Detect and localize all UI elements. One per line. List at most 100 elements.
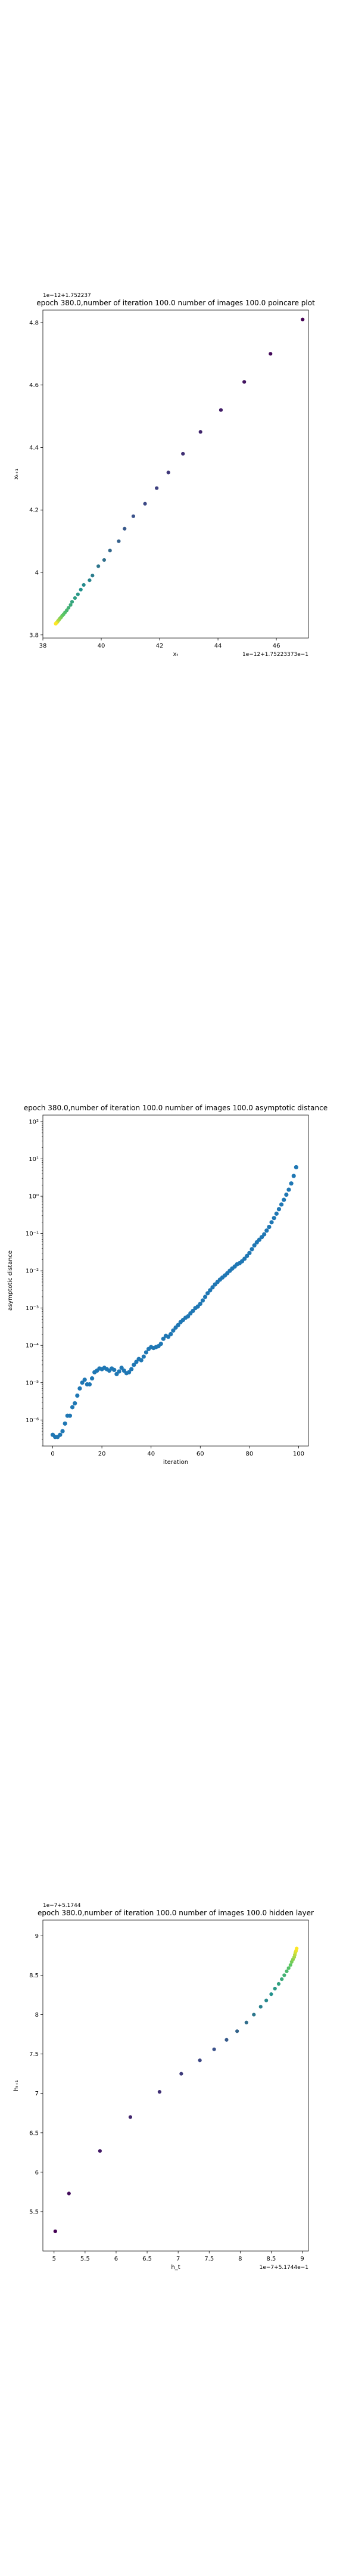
data-point — [141, 1354, 146, 1359]
data-point — [252, 2012, 256, 2017]
x-tick-label: 46 — [273, 643, 280, 649]
data-point — [247, 1250, 252, 1255]
y-tick-label: 9 — [35, 1933, 39, 1940]
data-point — [219, 408, 223, 412]
plot-frame — [42, 309, 309, 639]
data-point — [202, 1295, 208, 1299]
y-axis-label: xₜ₊₁ — [13, 469, 20, 479]
data-point — [119, 1366, 124, 1370]
data-point — [132, 1363, 136, 1367]
y-tick-label: 3.8 — [29, 632, 39, 639]
data-point — [58, 1432, 63, 1437]
data-point — [169, 1332, 173, 1336]
y-offset-text: 1e−7+5.1744 — [43, 1903, 81, 1909]
y-tick-label: 4 — [35, 570, 39, 577]
y-tick-label: 10⁻⁵ — [26, 1380, 39, 1386]
data-point — [200, 1298, 205, 1303]
data-point — [60, 1429, 65, 1433]
data-point — [53, 2229, 57, 2234]
data-point — [285, 1969, 289, 1973]
data-point — [54, 621, 58, 626]
data-point — [191, 1308, 195, 1314]
data-point — [244, 2020, 248, 2024]
data-point — [117, 1369, 121, 1374]
y-tick-label: 10⁰ — [29, 1194, 39, 1200]
data-point — [198, 1301, 202, 1306]
x-tick-label: 6 — [114, 2256, 118, 2262]
data-point — [274, 1211, 279, 1216]
data-point — [181, 451, 185, 456]
x-tick-label: 7.5 — [204, 2256, 214, 2262]
data-point — [252, 1243, 257, 1248]
data-point — [88, 578, 92, 583]
data-point — [123, 527, 127, 531]
data-point — [282, 1973, 286, 1977]
data-point — [131, 514, 136, 518]
data-point — [96, 564, 101, 568]
data-point — [76, 592, 80, 596]
data-point — [276, 1981, 281, 1986]
data-point — [301, 317, 305, 321]
data-point — [70, 600, 74, 604]
y-axis-label: hₜ₊₁ — [13, 2080, 20, 2091]
y-tick-label: 10⁻⁶ — [26, 1417, 39, 1424]
data-point — [276, 1207, 282, 1212]
chart-title: epoch 380.0,number of iteration 100.0 nu… — [36, 299, 315, 307]
data-point — [134, 1360, 139, 1364]
data-point — [259, 1235, 264, 1240]
data-point — [269, 352, 273, 356]
data-point — [279, 1202, 284, 1207]
data-point — [117, 539, 121, 543]
data-point — [264, 1998, 269, 2002]
data-point — [288, 1963, 292, 1967]
x-tick-label: 44 — [214, 643, 222, 649]
data-point — [63, 1421, 67, 1426]
y-tick-label: 4.2 — [29, 507, 39, 514]
data-point — [144, 1350, 149, 1355]
data-point — [73, 596, 77, 600]
data-point — [73, 1401, 77, 1405]
y-tick-label: 6.5 — [29, 2130, 39, 2137]
x-tick-label: 0 — [51, 1451, 54, 1457]
data-point — [291, 1174, 296, 1178]
data-point — [143, 501, 147, 506]
data-point — [108, 549, 112, 553]
data-point — [157, 2089, 162, 2094]
data-point — [112, 1367, 117, 1372]
data-point — [75, 1393, 80, 1398]
data-point — [89, 1376, 95, 1381]
y-tick-label: 10⁻² — [26, 1268, 39, 1275]
x-tick-label: 5 — [52, 2256, 56, 2262]
x-tick-label: 38 — [39, 643, 47, 649]
x-tick-label: 100 — [293, 1451, 304, 1457]
x-tick-label: 20 — [98, 1451, 106, 1457]
data-point — [139, 1358, 144, 1363]
data-point — [179, 2072, 183, 2076]
data-point — [166, 470, 170, 475]
x-tick-label: 9 — [300, 2256, 304, 2262]
data-point — [80, 1380, 85, 1385]
data-point — [272, 1216, 276, 1221]
data-point — [158, 1342, 163, 1346]
x-tick-label: 60 — [197, 1451, 204, 1457]
y-tick-label: 8 — [35, 2012, 39, 2018]
chart-3: epoch 380.0,number of iteration 100.0 nu… — [13, 1903, 314, 2271]
x-tick-label: 8.5 — [267, 2256, 276, 2262]
y-tick-label: 4.6 — [29, 382, 39, 389]
data-point — [286, 1966, 291, 1970]
data-point — [98, 2149, 102, 2153]
data-point — [245, 1253, 250, 1258]
y-tick-label: 8.5 — [29, 1973, 39, 1979]
chart-title: epoch 380.0,number of iteration 100.0 nu… — [24, 1104, 328, 1112]
y-tick-label: 10¹ — [29, 1156, 39, 1163]
data-point — [242, 380, 247, 384]
x-tick-label: 6.5 — [142, 2256, 152, 2262]
y-tick-label: 10⁻³ — [26, 1305, 39, 1312]
data-point — [264, 1228, 269, 1233]
data-point — [282, 1197, 286, 1202]
x-tick-label: 42 — [156, 643, 164, 649]
data-point — [289, 1181, 294, 1186]
y-tick-label: 4.4 — [29, 445, 39, 451]
data-point — [235, 2029, 239, 2033]
